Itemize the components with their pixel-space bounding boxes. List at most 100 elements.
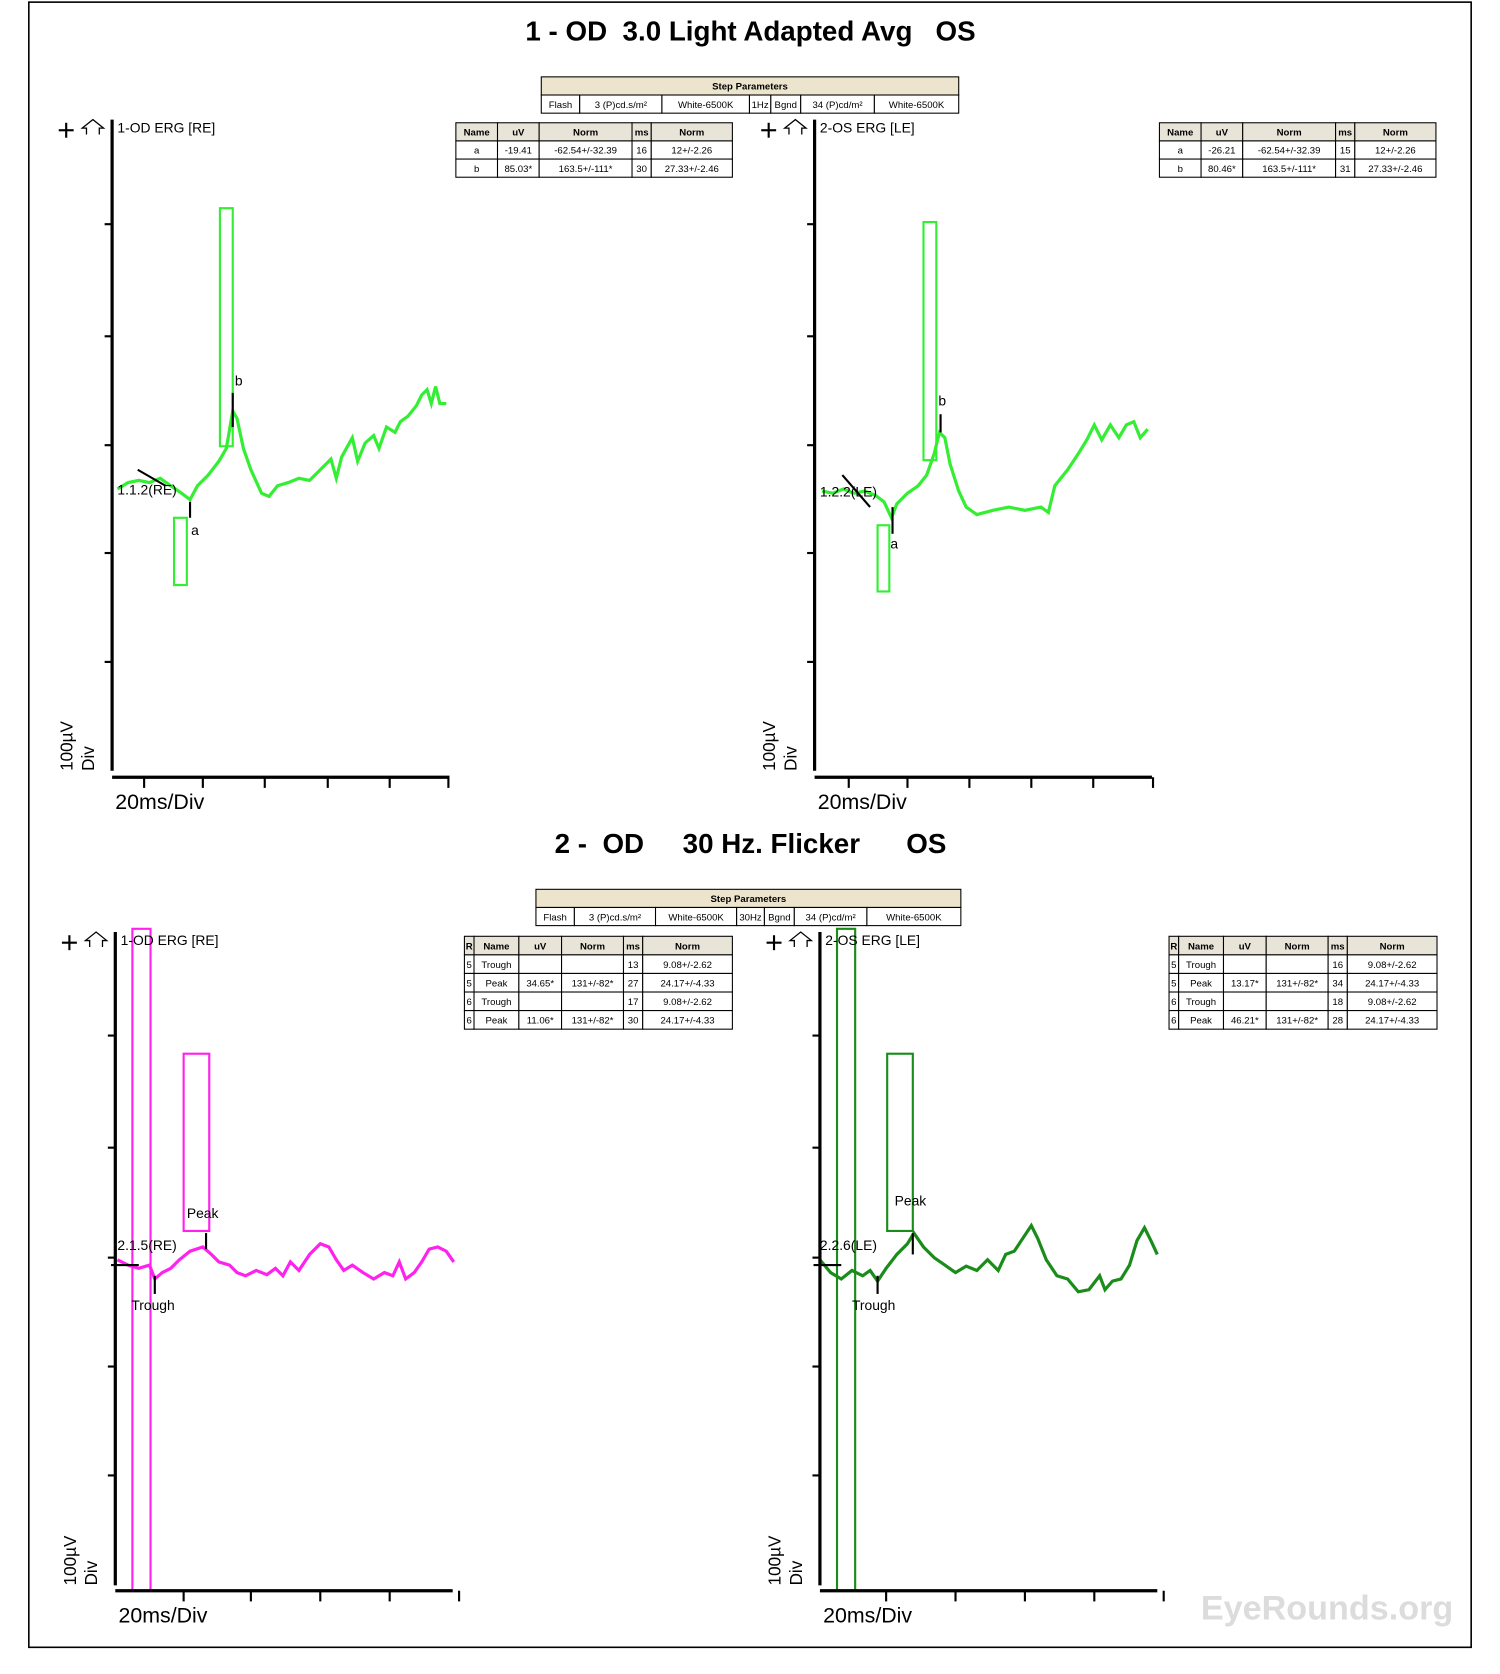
y-unit: 100µV	[61, 1535, 80, 1585]
cell-text: 3 (P)cd.s/m²	[589, 912, 642, 923]
x-label: 20ms/Div	[119, 1604, 208, 1628]
cell-text: White-6500K	[886, 912, 942, 923]
waveform	[116, 386, 447, 503]
cell-text: 30	[636, 164, 647, 175]
marker-label: Peak	[187, 1205, 219, 1221]
baseline-marker	[137, 468, 167, 487]
cell-text: Norm	[1277, 128, 1302, 139]
cell-text: ms	[1331, 941, 1345, 952]
cell-text: 17	[628, 997, 639, 1008]
section-title: 2 - OD 30 Hz. Flicker OS	[555, 828, 947, 859]
cell-text: Norm	[573, 128, 598, 139]
cell-text: a	[474, 146, 480, 157]
marker-label: a	[191, 522, 199, 538]
cell-text: 1Hz	[752, 100, 769, 111]
cell-text: ms	[635, 128, 649, 139]
cell-text: 24.17+/-4.33	[1365, 1016, 1419, 1027]
table-cell	[1222, 991, 1267, 1012]
cell-text: Name	[483, 941, 509, 952]
cell-text: Norm	[675, 941, 700, 952]
cell-text: 85.03*	[504, 164, 532, 175]
a-window	[172, 516, 188, 587]
table-cell	[873, 94, 960, 114]
cell-text: -62.54+/-32.39	[1258, 146, 1321, 157]
cell-text: Norm	[679, 128, 704, 139]
baseline-marker	[841, 474, 871, 508]
y-unit: 100µV	[58, 720, 77, 770]
cell-text: 9.08+/-2.62	[663, 960, 712, 971]
cell-text: Step Parameters	[711, 894, 787, 905]
cell-text: 12+/-2.26	[671, 146, 712, 157]
cell-text: Norm	[1285, 941, 1310, 952]
cell-text: Norm	[1383, 128, 1408, 139]
frame	[28, 1, 1472, 1649]
cell-text: Trough	[1186, 960, 1216, 971]
y-div: Div	[82, 1560, 101, 1585]
section-title: 1 - OD 3.0 Light Adapted Avg OS	[525, 16, 975, 47]
cell-text: Norm	[580, 941, 605, 952]
trough-window	[835, 927, 857, 1592]
cell-text: 5	[467, 978, 472, 989]
cell-text: 24.17+/-4.33	[660, 1016, 714, 1027]
cell-text: 5	[1171, 960, 1176, 971]
waveform	[116, 1241, 456, 1282]
cell-text: Name	[464, 128, 490, 139]
table-cell	[1346, 1010, 1438, 1030]
x-label: 20ms/Div	[823, 1604, 912, 1628]
x-label: 20ms/Div	[818, 790, 907, 814]
cell-text: Bgnd	[768, 912, 790, 923]
marker-label: Trough	[131, 1297, 174, 1313]
arrow-icon	[83, 931, 109, 947]
cell-text: 46.21*	[1231, 1016, 1259, 1027]
cell-text: ms	[1338, 128, 1352, 139]
cell-text: -26.21	[1208, 146, 1235, 157]
cell-text: 5	[467, 960, 472, 971]
cell-text: uV	[1239, 941, 1252, 952]
cell-text: uV	[534, 941, 547, 952]
marker-label: Peak	[895, 1192, 927, 1208]
table-cell	[1265, 991, 1329, 1012]
cell-text: 27.33+/-2.46	[1368, 164, 1422, 175]
cell-text: Trough	[1186, 997, 1216, 1008]
marker-label: a	[890, 536, 898, 552]
y-unit: 100µV	[765, 1535, 784, 1585]
marker-label: 2.1.5(RE)	[117, 1237, 176, 1253]
arrow-icon	[782, 118, 808, 135]
cell-text: 34.65*	[526, 978, 554, 989]
cell-text: 15	[1340, 146, 1351, 157]
marker-label: 1.2.2(LE)	[820, 483, 877, 499]
cell-text: 13	[628, 960, 639, 971]
cell-text: White-6500K	[889, 100, 945, 111]
a-window	[876, 524, 891, 593]
cell-text: b	[1178, 164, 1183, 175]
cell-text: Flash	[543, 912, 566, 923]
b-window	[218, 207, 234, 448]
arrow-icon	[80, 118, 106, 135]
cell-text: 24.17+/-4.33	[1365, 978, 1419, 989]
cell-text: b	[474, 164, 479, 175]
marker-label: Trough	[852, 1297, 895, 1313]
waveforms	[116, 386, 1159, 1294]
cell-text: 18	[1332, 997, 1343, 1008]
cell-text: White-6500K	[668, 912, 724, 923]
waveform	[818, 1222, 1159, 1294]
cell-text: 34 (P)cd/m²	[806, 912, 857, 923]
y-div: Div	[787, 1560, 806, 1585]
peak-window	[182, 1052, 211, 1233]
trace-label: 2-OS ERG [LE]	[825, 932, 920, 948]
cell-text: Peak	[486, 1016, 508, 1027]
marker-label: b	[235, 372, 243, 388]
cell-text: 131+/-82*	[572, 1016, 614, 1027]
cell-text: 27.33+/-2.46	[665, 164, 719, 175]
trace-label: 1-OD ERG [RE]	[117, 119, 215, 135]
cell-text: 34	[1332, 978, 1343, 989]
x-label: 20ms/Div	[115, 790, 204, 814]
cell-text: 11.06*	[527, 1016, 554, 1027]
cell-text: 9.08+/-2.62	[663, 997, 712, 1008]
cell-text: -62.54+/-32.39	[554, 146, 617, 157]
cell-text: Peak	[486, 978, 508, 989]
cell-text: 34 (P)cd/m²	[812, 100, 863, 111]
cell-text: Trough	[481, 960, 511, 971]
